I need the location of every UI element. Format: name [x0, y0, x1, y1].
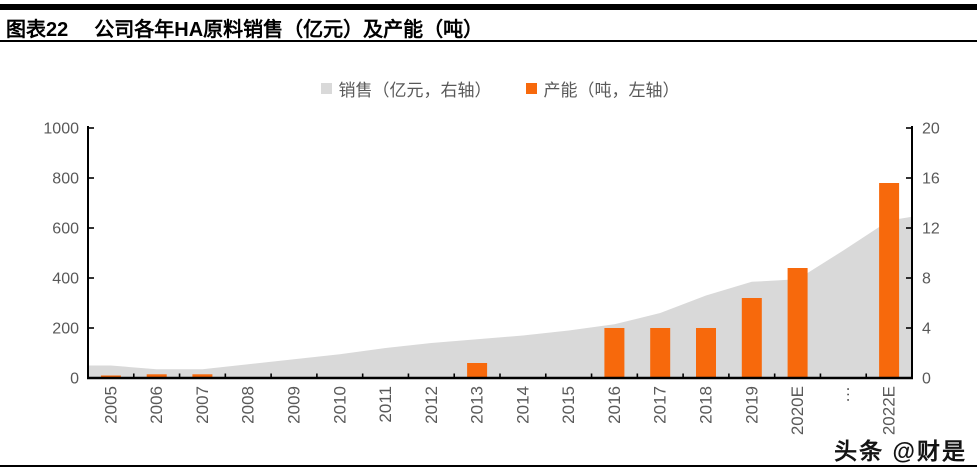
x-axis-label-2014: 2014	[513, 386, 532, 424]
right-axis-tick-label: 4	[922, 321, 931, 338]
capacity-bar-2006	[146, 374, 167, 379]
figure-title: 公司各年HA原料销售（亿元）及产能（吨）	[94, 19, 484, 41]
right-axis-tick-label: 0	[922, 371, 931, 388]
capacity-bar-2018	[696, 328, 716, 378]
legend-item-0: 销售（亿元，右轴）	[320, 76, 492, 101]
right-axis-tick-label: 20	[922, 121, 940, 138]
x-axis-label-2009: 2009	[285, 386, 304, 424]
left-axis-tick-label: 1000	[43, 121, 79, 138]
capacity-bar-2020E	[787, 268, 808, 378]
chart-legend: 销售（亿元，右轴） 产能（吨，左轴）	[88, 76, 912, 101]
capacity-bar-2016	[604, 328, 625, 378]
x-axis-label-2016: 2016	[605, 386, 624, 424]
x-axis-label-2019: 2019	[742, 386, 761, 424]
top-rule	[0, 4, 977, 10]
bottom-rule	[0, 465, 977, 467]
x-axis-label-…: …	[834, 386, 853, 403]
legend-swatch-icon	[525, 83, 537, 94]
x-axis-label-2012: 2012	[422, 386, 441, 424]
capacity-bar-2019	[741, 298, 762, 378]
x-axis-label-2017: 2017	[651, 386, 670, 424]
right-axis-tick-label: 8	[922, 271, 931, 288]
x-axis-label-2022E: 2022E	[880, 386, 899, 435]
x-axis-label-2006: 2006	[147, 386, 166, 424]
left-axis-tick-label: 200	[52, 321, 79, 338]
left-axis-tick-label: 400	[52, 271, 79, 288]
title-divider	[0, 40, 977, 42]
figure-title-row: 图表22 公司各年HA原料销售（亿元）及产能（吨）	[6, 13, 483, 42]
legend-label: 产能（吨，左轴）	[543, 81, 680, 100]
left-axis-tick-label: 600	[52, 221, 79, 238]
capacity-bar-2022E	[879, 183, 900, 378]
legend-item-1: 产能（吨，左轴）	[525, 76, 680, 101]
legend-swatch-icon	[320, 83, 332, 94]
capacity-bar-2017	[650, 328, 671, 378]
x-axis-label-2008: 2008	[239, 386, 258, 424]
left-axis-tick-label: 800	[52, 171, 79, 188]
legend-label: 销售（亿元，右轴）	[338, 81, 492, 100]
capacity-bar-2007	[192, 374, 213, 379]
capacity-bar-2013	[467, 363, 488, 378]
figure-number: 图表22	[6, 19, 69, 41]
x-axis-label-2013: 2013	[468, 386, 487, 424]
right-axis-tick-label: 12	[922, 221, 940, 238]
x-axis-label-2020E: 2020E	[788, 386, 807, 435]
right-axis-tick-label: 16	[922, 171, 940, 188]
x-axis-label-2010: 2010	[330, 386, 349, 424]
x-axis-label-2018: 2018	[697, 386, 716, 424]
x-axis-label-2005: 2005	[101, 386, 120, 424]
x-axis-label-2007: 2007	[193, 386, 212, 424]
x-axis-label-2015: 2015	[559, 386, 578, 424]
left-axis-tick-label: 0	[70, 371, 79, 388]
x-axis-label-2011: 2011	[376, 386, 395, 423]
watermark: 头条 @财是	[834, 438, 967, 464]
